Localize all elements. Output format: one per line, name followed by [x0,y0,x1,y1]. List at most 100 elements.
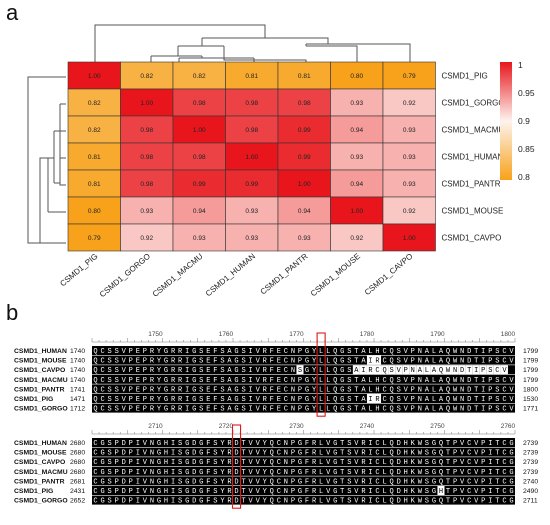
residue: S [213,450,217,458]
residue: T [495,440,499,448]
residue: A [227,358,232,366]
heatmap-cell [225,142,279,171]
residue: S [108,478,112,486]
heatmap-cell-value: 1.00 [245,154,258,161]
residue: E [206,358,210,366]
residue: H [164,498,168,506]
heatmap-cell-value: 0.79 [88,235,101,242]
residue: P [129,396,133,404]
residue: I [481,358,485,366]
residue: I [474,367,478,375]
residue: T [446,488,450,496]
residue: D [122,488,126,496]
residue: V [256,406,261,414]
residue: Q [93,348,97,356]
residue: P [481,469,485,477]
residue: Y [157,377,162,385]
residue: D [467,377,471,385]
residue: C [100,348,104,356]
residue: P [481,459,485,467]
residue: Q [382,367,386,375]
residue: A [425,377,430,385]
heatmap-cell-value: 0.98 [193,100,206,107]
residue: A [227,396,232,404]
residue: V [143,478,148,486]
heatmap-cell-value: 0.99 [245,181,258,188]
residue: E [136,377,140,385]
ruler-label: 2750 [430,423,445,430]
residue: W [418,478,423,486]
residue: G [199,478,203,486]
residue: V [404,358,409,366]
residue: P [129,367,133,375]
residue: R [361,469,366,477]
residue: S [397,377,401,385]
residue: N [291,377,295,385]
residue: I [488,450,492,458]
residue: G [298,498,302,506]
heatmap-cell [225,223,279,252]
residue: Q [333,358,337,366]
sequence-end: 2739 [523,450,538,457]
residue: F [270,367,274,375]
residue: Y [263,440,268,448]
heatmap-cell [172,196,226,225]
residue: E [136,367,140,375]
residue: C [375,488,379,496]
residue: S [178,459,182,467]
residue: C [502,498,506,506]
residue: V [326,440,331,448]
residue: V [249,488,254,496]
residue: D [234,440,238,448]
residue: D [397,459,401,467]
residue: R [150,367,155,375]
residue: N [284,498,288,506]
residue: P [291,469,295,477]
ruler-label: 1790 [430,331,445,338]
residue: S [347,469,351,477]
residue: G [100,469,104,477]
residue: L [319,469,323,477]
residue: Y [157,367,162,375]
residue: V [474,469,479,477]
residue: P [129,377,133,385]
residue: V [326,498,331,506]
residue: Q [333,386,337,394]
residue: S [115,348,119,356]
residue: P [129,459,133,467]
residue: S [495,396,499,404]
residue: L [382,440,386,448]
residue: H [164,440,168,448]
residue: P [291,488,295,496]
residue: S [178,469,182,477]
residue: W [453,396,458,404]
sequence-end: 2739 [523,469,538,476]
residue: Q [270,498,274,506]
column-label: CSMD1_PANTR [259,252,310,297]
heatmap-cell-value: 0.93 [403,154,416,161]
residue: T [354,386,358,394]
residue: T [474,406,478,414]
heatmap-cell-value: 0.81 [298,73,311,80]
residue: I [368,488,372,496]
residue: T [340,498,344,506]
residue: C [502,377,506,385]
residue: D [467,406,471,414]
residue: L [326,406,330,414]
residue: D [397,498,401,506]
heatmap-cell [382,196,436,225]
residue: V [509,348,514,356]
residue: F [213,348,217,356]
residue: W [446,367,451,375]
residue: S [213,478,217,486]
residue: G [305,348,309,356]
residue: S [425,440,429,448]
residue: K [411,440,416,448]
residue: P [129,498,133,506]
residue: V [143,459,148,467]
residue: S [115,367,119,375]
residue: C [375,440,379,448]
residue: T [241,459,245,467]
residue: R [361,450,366,458]
residue: C [93,450,97,458]
